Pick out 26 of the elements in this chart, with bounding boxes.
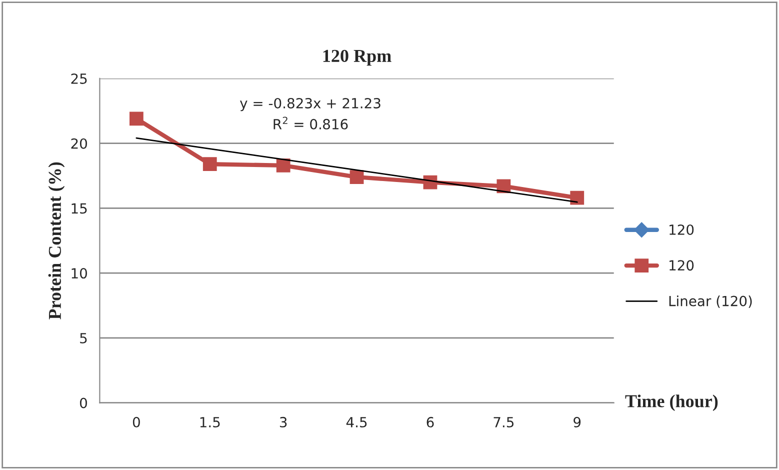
point bbox=[350, 170, 364, 184]
point bbox=[570, 190, 584, 205]
chart-title: 120 Rpm bbox=[323, 50, 392, 66]
legend-label: 120 bbox=[670, 260, 694, 271]
x-tick-label: 1.5 bbox=[200, 417, 220, 428]
legend-label: Linear (120) bbox=[669, 296, 752, 308]
x-tick-label: 7.5 bbox=[494, 417, 514, 428]
y-tick-label: 25 bbox=[71, 73, 87, 84]
annotation: y = -0.823x + 21.23 bbox=[240, 98, 380, 112]
y-tick-label: 10 bbox=[72, 268, 87, 279]
annotation: R$^{2}$ = 0.816 bbox=[274, 116, 348, 130]
x-tick-label: 4.5 bbox=[346, 417, 367, 428]
x-axis-title: Time (hour) bbox=[625, 394, 718, 411]
y-tick-label: 15 bbox=[72, 203, 87, 214]
x-tick-label: 9 bbox=[574, 416, 581, 428]
point bbox=[129, 112, 144, 126]
y-tick-label: 5 bbox=[80, 333, 87, 344]
y-axis-title: Protein Content (%) bbox=[48, 162, 65, 320]
legend-label: 120 bbox=[670, 224, 694, 235]
y-tick-label: 0 bbox=[80, 398, 87, 408]
point bbox=[276, 158, 290, 172]
x-tick-label: 6 bbox=[426, 416, 434, 428]
point bbox=[202, 157, 217, 172]
x-tick-label: 3 bbox=[280, 416, 287, 428]
x-tick-label: 0 bbox=[132, 416, 140, 428]
y-tick-label: 20 bbox=[71, 138, 87, 149]
